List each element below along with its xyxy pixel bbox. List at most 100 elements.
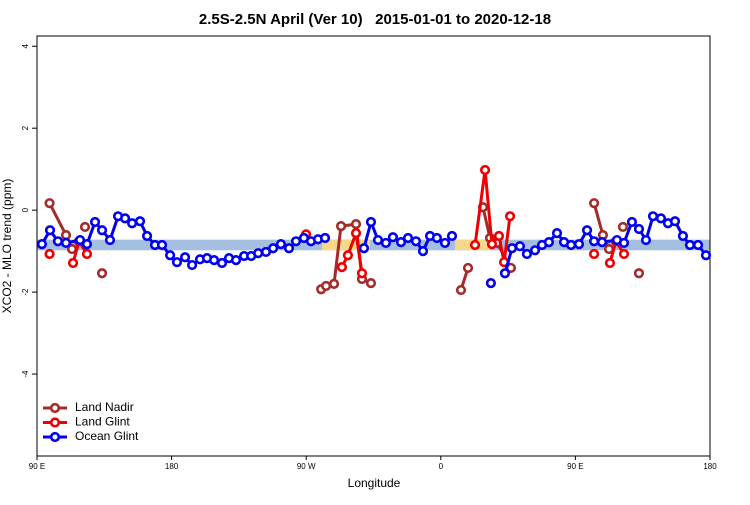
data-point xyxy=(506,243,518,254)
data-point xyxy=(387,232,399,243)
data-point xyxy=(684,239,696,251)
data-point xyxy=(617,221,629,233)
data-point xyxy=(514,241,526,252)
data-point xyxy=(104,234,116,246)
plot-frame xyxy=(36,35,711,457)
data-point xyxy=(431,232,443,244)
data-point xyxy=(521,248,533,260)
y-tick-label: 2 xyxy=(21,125,30,130)
data-point xyxy=(395,237,407,248)
data-point xyxy=(268,243,279,254)
data-point xyxy=(618,237,630,249)
data-point xyxy=(565,239,577,251)
data-point xyxy=(588,248,600,260)
data-point xyxy=(335,221,347,232)
data-point xyxy=(216,257,228,269)
data-point xyxy=(618,248,630,260)
data-point xyxy=(350,227,362,239)
data-point xyxy=(156,239,168,251)
legend-marker xyxy=(49,417,61,428)
data-point xyxy=(81,248,93,260)
chart-title: 2.5S-2.5N April (Ver 10) 2015-01-01 to 2… xyxy=(199,11,551,28)
x-tick-label: 180 xyxy=(165,462,179,471)
data-point xyxy=(96,268,108,279)
data-point xyxy=(626,216,638,228)
data-point xyxy=(165,250,176,261)
data-point xyxy=(283,243,295,254)
data-point xyxy=(455,284,467,296)
data-point xyxy=(596,237,608,248)
data-point xyxy=(469,239,481,251)
data-point xyxy=(439,237,451,249)
data-point xyxy=(669,216,681,227)
data-point xyxy=(119,213,131,224)
y-tick-label: 4 xyxy=(21,43,30,48)
data-point xyxy=(581,225,593,236)
legend-label: Land Glint xyxy=(75,415,130,429)
data-point xyxy=(647,211,659,222)
data-point xyxy=(417,246,429,257)
data-point xyxy=(486,239,498,250)
data-point xyxy=(640,234,652,246)
data-point xyxy=(529,245,541,256)
data-point xyxy=(588,198,600,209)
data-point xyxy=(179,252,191,263)
data-point xyxy=(633,223,645,235)
data-point xyxy=(402,232,414,244)
data-point xyxy=(499,268,511,279)
data-point xyxy=(208,255,220,266)
data-point xyxy=(320,280,332,292)
data-point xyxy=(67,257,79,269)
data-point xyxy=(543,237,555,248)
data-point xyxy=(633,268,645,279)
data-point xyxy=(171,257,183,268)
x-axis-label: Longitude xyxy=(348,476,401,490)
data-point xyxy=(336,262,348,273)
data-point xyxy=(81,239,93,250)
data-point xyxy=(358,243,370,254)
data-point xyxy=(365,277,377,289)
data-point xyxy=(700,250,712,261)
data-point xyxy=(356,268,368,279)
legend-marker xyxy=(49,431,61,443)
data-point xyxy=(588,236,600,247)
x-tick-label: 90 E xyxy=(29,462,45,471)
data-point xyxy=(230,255,242,266)
data-point xyxy=(60,237,72,249)
data-point xyxy=(350,218,362,230)
data-point xyxy=(89,216,101,228)
data-point xyxy=(485,277,497,289)
reference-band xyxy=(37,239,710,251)
data-point xyxy=(493,230,505,242)
data-point xyxy=(290,236,302,247)
data-point xyxy=(127,218,138,229)
data-point xyxy=(96,225,108,236)
y-tick-label: -4 xyxy=(21,370,30,378)
legend-label: Land Nadir xyxy=(75,400,134,414)
data-point xyxy=(186,259,198,271)
data-point xyxy=(36,239,48,250)
data-point xyxy=(573,239,585,250)
x-tick-label: 90 E xyxy=(567,462,583,471)
data-point xyxy=(52,236,64,247)
data-point xyxy=(275,239,287,250)
data-point xyxy=(44,248,55,260)
data-point xyxy=(677,230,689,242)
data-point xyxy=(446,230,458,242)
data-point xyxy=(319,232,331,244)
legend-marker xyxy=(49,402,61,414)
data-point xyxy=(462,262,474,274)
data-point xyxy=(372,234,384,246)
data-point xyxy=(342,250,354,261)
data-point xyxy=(655,213,667,224)
data-point xyxy=(504,211,516,222)
y-tick-label: 0 xyxy=(21,207,30,212)
data-point xyxy=(479,164,491,176)
data-point xyxy=(44,198,55,209)
data-point xyxy=(692,239,704,251)
x-tick-label: 180 xyxy=(703,462,717,471)
x-tick-label: 0 xyxy=(439,462,444,471)
data-point xyxy=(79,221,91,233)
data-point xyxy=(74,234,86,246)
